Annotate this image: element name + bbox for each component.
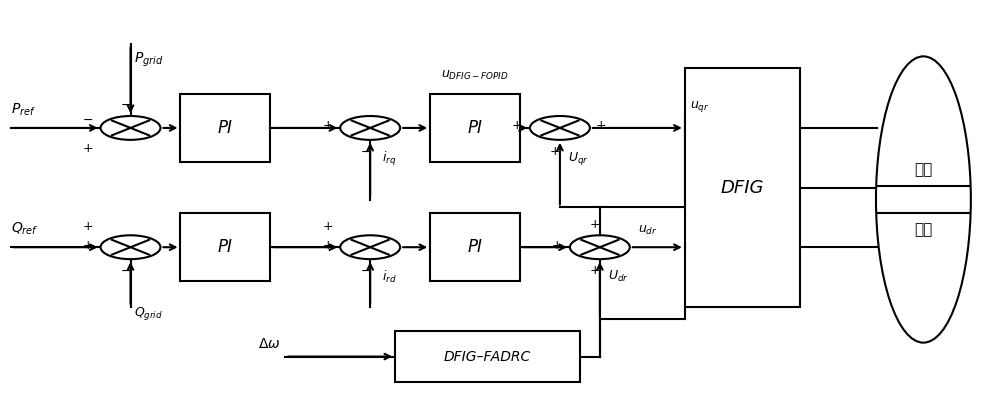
- Circle shape: [101, 235, 160, 259]
- Text: 电力: 电力: [914, 162, 933, 177]
- Text: $u_{dr}$: $u_{dr}$: [638, 224, 657, 237]
- FancyBboxPatch shape: [430, 213, 520, 281]
- Text: $-$: $-$: [360, 144, 371, 158]
- FancyBboxPatch shape: [180, 94, 270, 162]
- Text: $+$: $+$: [589, 264, 600, 277]
- Ellipse shape: [876, 56, 971, 343]
- Text: $+$: $+$: [322, 119, 333, 132]
- Text: PI: PI: [218, 119, 233, 137]
- Text: $-$: $-$: [360, 264, 371, 277]
- Text: $U_{dr}$: $U_{dr}$: [608, 269, 629, 284]
- Text: PI: PI: [218, 238, 233, 256]
- Text: $P_{ref}$: $P_{ref}$: [11, 102, 36, 118]
- Text: $+$: $+$: [551, 239, 563, 252]
- Text: $-$: $-$: [120, 98, 131, 111]
- Text: $+$: $+$: [82, 142, 93, 155]
- Text: $Q_{ref}$: $Q_{ref}$: [11, 221, 38, 237]
- Text: $+$: $+$: [589, 217, 600, 231]
- Text: $+$: $+$: [82, 220, 93, 233]
- Text: $P_{grid}$: $P_{grid}$: [134, 50, 163, 69]
- FancyBboxPatch shape: [180, 213, 270, 281]
- Text: 系统: 系统: [914, 222, 933, 237]
- Text: $+$: $+$: [511, 119, 523, 132]
- Text: $i_{rq}$: $i_{rq}$: [382, 150, 396, 168]
- Text: $-$: $-$: [82, 113, 93, 126]
- Text: $\Delta\omega$: $\Delta\omega$: [258, 337, 280, 351]
- Text: $+$: $+$: [82, 239, 93, 252]
- FancyBboxPatch shape: [395, 331, 580, 382]
- Text: $+$: $+$: [595, 119, 606, 132]
- Circle shape: [101, 116, 160, 140]
- Text: PI: PI: [468, 119, 482, 137]
- Circle shape: [340, 116, 400, 140]
- Text: $U_{qr}$: $U_{qr}$: [568, 150, 589, 167]
- Text: DFIG: DFIG: [720, 179, 764, 197]
- FancyBboxPatch shape: [685, 68, 800, 307]
- Text: $u_{qr}$: $u_{qr}$: [690, 99, 709, 114]
- Text: $-$: $-$: [120, 264, 131, 277]
- Text: $+$: $+$: [322, 239, 333, 252]
- Text: $+$: $+$: [549, 144, 561, 158]
- FancyBboxPatch shape: [430, 94, 520, 162]
- Text: $Q_{grid}$: $Q_{grid}$: [134, 305, 163, 322]
- Text: $u_{DFIG-FOPID}$: $u_{DFIG-FOPID}$: [441, 69, 509, 82]
- Circle shape: [530, 116, 590, 140]
- Circle shape: [340, 235, 400, 259]
- Text: $+$: $+$: [322, 220, 333, 233]
- Circle shape: [570, 235, 630, 259]
- Text: DFIG–FADRC: DFIG–FADRC: [444, 350, 531, 363]
- Text: PI: PI: [468, 238, 482, 256]
- Text: $i_{rd}$: $i_{rd}$: [382, 269, 397, 285]
